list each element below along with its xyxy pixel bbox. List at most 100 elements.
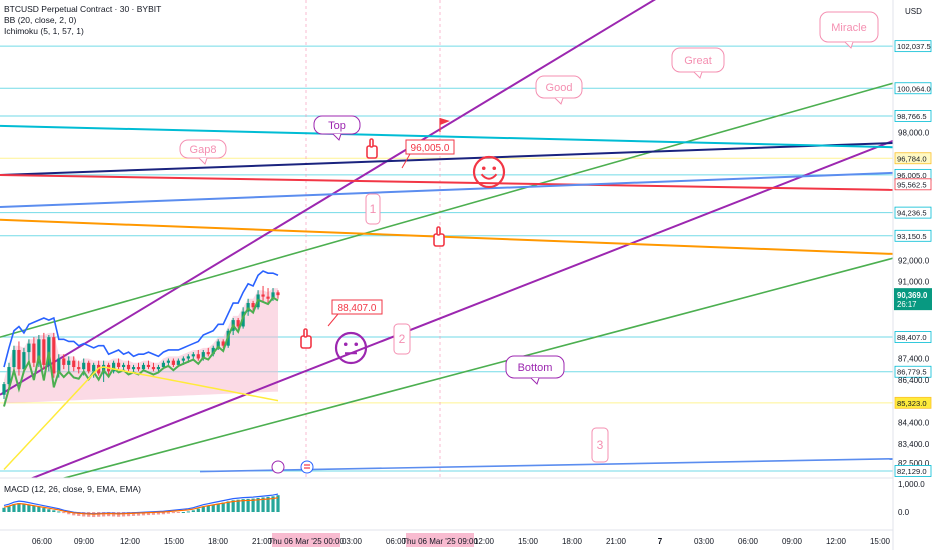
macd-histogram-bar xyxy=(67,512,71,515)
legend-symbol[interactable]: BTCUSD Perpetual Contract · 30 · BYBIT xyxy=(4,4,162,14)
time-tick-label: Thu 06 Mar '25 00:00 xyxy=(268,537,344,546)
candle-body xyxy=(47,337,51,365)
price-level-box xyxy=(894,396,932,409)
price-level-box xyxy=(894,206,932,219)
candle-body xyxy=(42,339,46,365)
macd-histogram-bar xyxy=(22,503,26,512)
macd-histogram-bar xyxy=(271,496,275,512)
trend-line xyxy=(0,0,656,396)
candle-body xyxy=(236,320,240,327)
candle-body xyxy=(261,294,265,297)
time-tick-label: 21:00 xyxy=(606,537,627,546)
macd-histogram-bar xyxy=(131,512,136,516)
macd-histogram-bar xyxy=(226,501,230,512)
macd-histogram-bar xyxy=(17,503,21,512)
lightning-event-icon xyxy=(271,460,285,474)
smiley-face-icon xyxy=(472,155,506,189)
annotation-label: 88,407.0 xyxy=(338,303,377,314)
macd-histogram-bar xyxy=(236,499,240,512)
candle-body xyxy=(131,367,136,370)
macd-legend[interactable]: MACD (12, 26, close, 9, EMA, EMA) xyxy=(4,484,141,494)
annotation-label: Top xyxy=(328,120,346,132)
annotation-bubble: Miracle xyxy=(819,11,879,49)
annotation-label: 2 xyxy=(399,332,406,346)
annotation-bubble: Good xyxy=(535,75,583,105)
time-tick-label: 18:00 xyxy=(562,537,583,546)
time-tick-label: 03:00 xyxy=(694,537,715,546)
candle-body xyxy=(196,354,200,359)
candle-body xyxy=(92,364,96,372)
price-tick-label: 82,500.0 xyxy=(898,459,930,468)
candle-body xyxy=(37,339,41,363)
macd-histogram-bar xyxy=(146,512,151,516)
annotation-label: 1 xyxy=(370,202,377,216)
price-tick-label: 87,400.0 xyxy=(898,355,930,364)
callout-box xyxy=(405,139,455,155)
box-shape xyxy=(393,323,411,355)
candle-body xyxy=(12,349,16,368)
time-tick-label: 15:00 xyxy=(870,537,891,546)
price-level-box xyxy=(894,110,932,122)
candle-body xyxy=(7,367,11,385)
bar-countdown-label: 26:17 xyxy=(897,300,917,309)
last-price-box xyxy=(894,288,932,311)
box-shape xyxy=(591,427,609,463)
candle-body xyxy=(181,358,185,361)
box-shape xyxy=(365,193,381,225)
candle-body xyxy=(32,343,36,363)
candle-body xyxy=(206,352,210,355)
chart-legend: BTCUSD Perpetual Contract · 30 · BYBIT B… xyxy=(4,4,161,37)
face-outline xyxy=(472,155,506,189)
macd-signal-line xyxy=(3,497,279,515)
time-tick-label: 12:00 xyxy=(826,537,847,546)
macd-histogram-bar xyxy=(171,512,175,514)
price-level-box xyxy=(894,331,932,343)
price-tick-label: 83,400.0 xyxy=(898,440,930,449)
candle-body xyxy=(87,362,91,372)
annotation-callout: 96,005.0 xyxy=(405,139,455,155)
macd-histogram-bar xyxy=(126,512,131,517)
red-flag-icon xyxy=(439,118,450,132)
macd-histogram-bar xyxy=(136,512,141,516)
pointing-hand-icon xyxy=(366,138,378,159)
macd-histogram-bar xyxy=(151,512,156,515)
candle-body xyxy=(251,303,255,308)
time-tick-label: 09:00 xyxy=(74,537,95,546)
candle-body xyxy=(2,384,6,395)
time-tick-label: 06:00 xyxy=(32,537,53,546)
candle-body xyxy=(27,343,31,353)
macd-histogram-bar xyxy=(196,508,200,512)
annotation-bubble: Great xyxy=(671,47,725,79)
bubble-tail xyxy=(530,377,540,385)
price-tick-label: 92,000.0 xyxy=(898,256,930,265)
legend-bb[interactable]: BB (20, close, 2, 0) xyxy=(4,15,77,25)
hand-finger xyxy=(369,138,374,148)
hand-palm xyxy=(433,233,445,247)
macd-histogram-bar xyxy=(186,511,190,513)
callout-pointer xyxy=(401,153,411,169)
time-tick-label: 06:00 xyxy=(738,537,759,546)
time-tick-label: 21:00 xyxy=(252,537,273,546)
candle-body xyxy=(221,341,225,346)
face-eye xyxy=(354,342,359,347)
bollinger-basis xyxy=(3,296,279,407)
candle-body xyxy=(151,367,156,370)
macd-histogram-bar xyxy=(191,510,195,512)
legend-ichimoku[interactable]: Ichimoku (5, 1, 57, 1) xyxy=(4,26,84,36)
annotation-box: 1 xyxy=(365,193,381,225)
trend-line xyxy=(61,257,893,478)
macd-histogram-bar xyxy=(7,506,11,512)
candle-body xyxy=(67,360,71,365)
bubble-tail xyxy=(693,71,703,79)
annotation-callout: 88,407.0 xyxy=(331,299,383,315)
time-tick-label: 03:00 xyxy=(342,537,363,546)
trend-line xyxy=(0,124,893,149)
price-tick-label: 98,000.0 xyxy=(898,128,930,137)
macd-histogram-bar xyxy=(27,504,31,512)
price-level-box xyxy=(894,465,932,477)
price-level-box xyxy=(894,82,932,95)
neutral-face-icon xyxy=(334,331,368,365)
hand-palm xyxy=(366,145,378,159)
macd-tick-label: 0.0 xyxy=(898,508,910,517)
